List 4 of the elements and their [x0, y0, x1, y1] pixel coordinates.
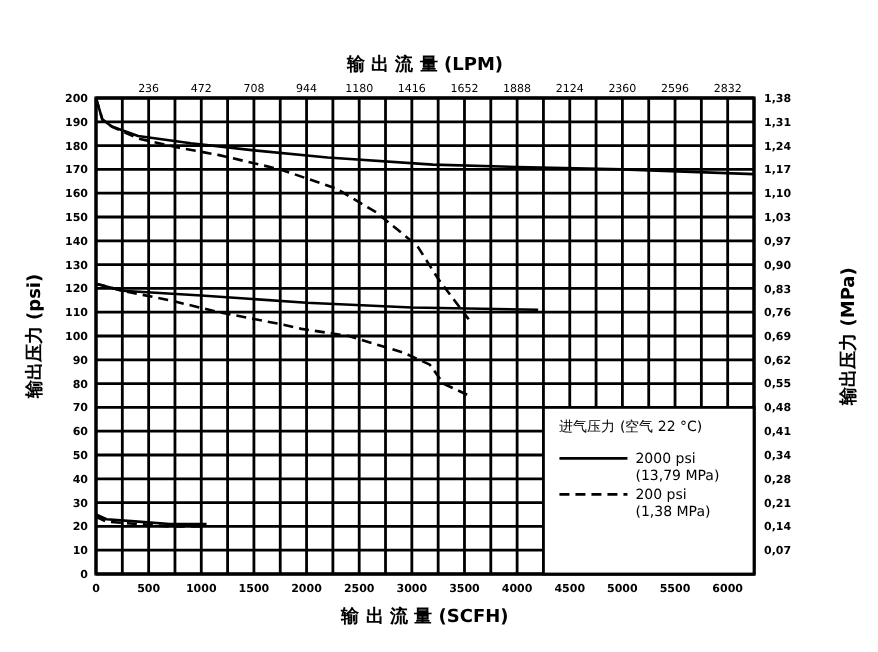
y-axis-title: 输出压力 (psi) — [24, 273, 46, 401]
x2-axis-title: 输 出 流 量 (LPM) — [344, 54, 504, 76]
y2-axis-title: 输出压力 (MPa) — [838, 267, 860, 407]
x-axis-title: 输 出 流 量 (SCFH) — [339, 606, 509, 628]
